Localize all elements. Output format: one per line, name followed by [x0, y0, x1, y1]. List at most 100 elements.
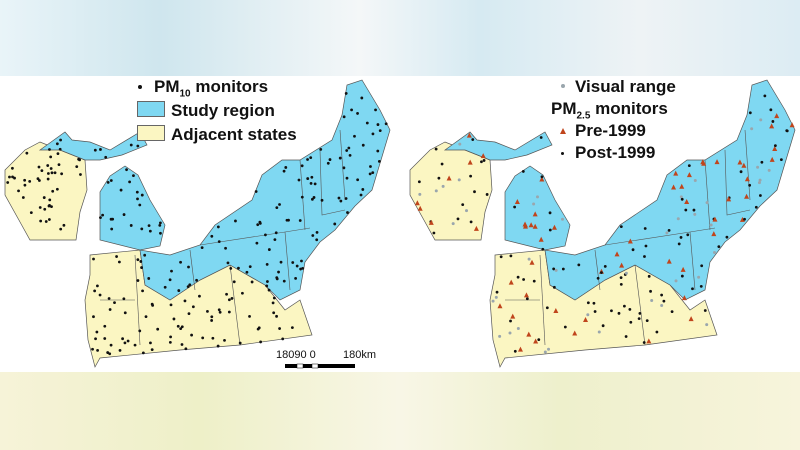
pm10-monitor — [210, 319, 214, 322]
pre-1999-monitor — [673, 170, 679, 176]
post-1999-monitor — [522, 278, 526, 281]
visual-range-site — [465, 209, 469, 213]
pm10-monitor — [195, 278, 198, 282]
legend-adjacent-states: Adjacent states — [137, 125, 297, 145]
scale-labels: 18090 0 — [276, 349, 316, 361]
visual-range-site — [759, 118, 763, 122]
pm10-monitor — [271, 301, 275, 305]
pre-1999-monitor — [627, 238, 633, 244]
post-1999-monitor — [684, 208, 688, 212]
pm10-monitor — [224, 246, 227, 250]
post-1999-monitor — [480, 160, 483, 164]
pm10-monitor — [378, 129, 382, 133]
legend-sub: 2.5 — [576, 110, 591, 122]
pm10-monitor — [136, 144, 140, 148]
pm10-monitor — [356, 112, 359, 115]
pm10-monitor — [348, 153, 352, 157]
pm10-monitor — [56, 152, 60, 156]
pm10-monitor — [49, 167, 53, 170]
visual-range-site — [527, 257, 531, 261]
pm10-monitor — [99, 148, 102, 151]
pre-1999-monitor — [772, 146, 778, 152]
pm10-monitor — [150, 302, 154, 306]
pm10-monitor — [96, 284, 99, 288]
pm10-monitor — [42, 196, 46, 199]
pm10-monitor — [163, 285, 167, 289]
visual-range-site — [758, 178, 762, 182]
post-1999-monitor — [687, 164, 691, 168]
pm10-monitor — [319, 147, 323, 151]
pm10-monitor — [267, 248, 271, 251]
pm10-monitor — [227, 298, 231, 302]
pm10-monitor — [282, 169, 286, 173]
pm10-monitor — [248, 265, 252, 269]
visual-range-site — [650, 299, 654, 303]
visual-range-site — [418, 192, 422, 196]
pm10-monitor — [176, 324, 180, 328]
pm10-monitor — [206, 309, 209, 313]
visual-range-site — [750, 127, 754, 131]
pm10-monitor — [284, 166, 288, 169]
post-1999-monitor — [539, 136, 543, 139]
pre-1999-monitor — [466, 132, 472, 138]
legend-label: PM — [551, 99, 577, 118]
post-1999-monitor — [743, 217, 746, 221]
pm10-monitor — [123, 311, 127, 315]
pm10-monitor — [60, 172, 64, 176]
pm10-monitor — [217, 240, 221, 244]
pm10-monitor — [369, 165, 372, 168]
post-1999-monitor — [785, 129, 789, 133]
pm10-monitor — [225, 292, 228, 296]
pm10-monitor — [59, 138, 62, 142]
pm10-monitor — [328, 158, 332, 161]
right-map — [409, 79, 796, 368]
pm10-monitor — [50, 171, 54, 175]
pm10-monitor — [93, 289, 97, 293]
pre-1999-monitor — [446, 175, 452, 181]
pm10-monitor — [129, 143, 133, 147]
pm10-monitor — [126, 339, 130, 343]
pm10-monitor — [46, 172, 50, 175]
pm10-monitor — [278, 203, 281, 206]
pre-1999-monitor — [523, 292, 529, 298]
post-1999-monitor — [686, 233, 690, 237]
pm10-monitor — [274, 231, 278, 235]
visual-range-site — [767, 168, 771, 172]
pre-1999-monitor — [619, 262, 625, 268]
pm10-monitor — [11, 175, 14, 179]
post-1999-monitor — [643, 227, 647, 230]
blurred-bottom-band — [0, 372, 800, 450]
pm10-monitor — [226, 261, 230, 265]
pm10-monitor — [75, 165, 79, 169]
pm10-monitor — [256, 327, 260, 331]
pre-1999-monitor — [686, 172, 692, 178]
pm10-monitor — [118, 349, 122, 352]
pm10-monitor — [122, 297, 126, 301]
pm10-monitor — [117, 260, 121, 264]
pm10-monitor — [342, 115, 346, 119]
pre-1999-monitor — [711, 231, 717, 237]
pre-1999-monitor — [671, 184, 677, 190]
pm10-monitor — [169, 303, 173, 307]
post-1999-monitor — [638, 312, 642, 315]
post-1999-monitor — [482, 159, 486, 162]
pre-1999-monitor — [529, 259, 535, 265]
post-1999-monitor — [509, 319, 512, 323]
visual-range-site — [709, 223, 713, 227]
pm10-monitor — [147, 224, 151, 228]
pm10-monitor — [359, 193, 363, 197]
pm10-monitor — [62, 223, 66, 227]
pm10-monitor — [371, 132, 375, 136]
pm10-monitor — [94, 337, 97, 341]
pm10-monitor — [266, 280, 269, 283]
pm10-monitor — [108, 352, 112, 356]
visual-range-site — [705, 323, 709, 327]
post-1999-monitor — [499, 255, 503, 259]
pre-1999-monitor — [714, 159, 720, 165]
post-1999-monitor — [643, 255, 646, 258]
pm10-monitor — [183, 299, 187, 303]
pm10-monitor — [345, 176, 349, 180]
pm10-monitor — [272, 311, 276, 315]
pm10-monitor — [109, 217, 113, 221]
pm10-monitor — [140, 227, 144, 231]
